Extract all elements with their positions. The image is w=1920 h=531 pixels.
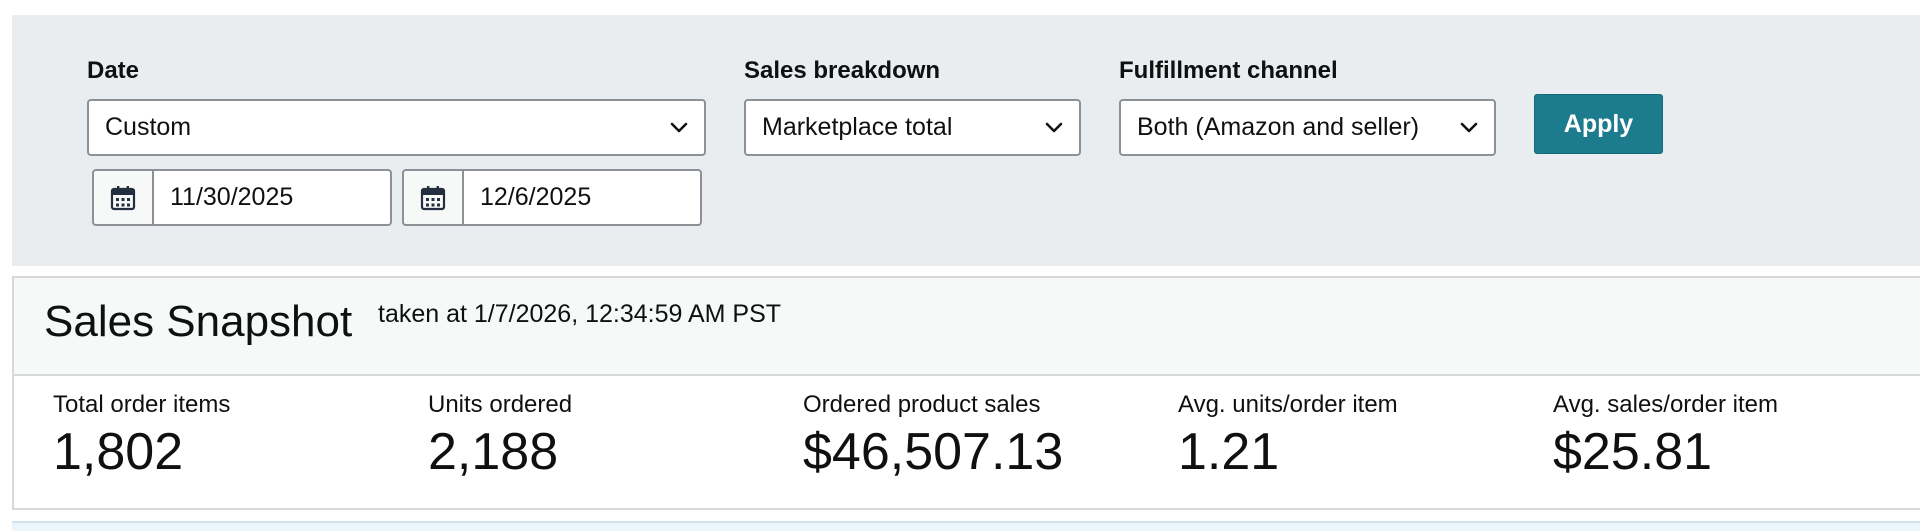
metric-units-ordered: Units ordered 2,188 <box>428 390 798 482</box>
metric-value: $25.81 <box>1553 423 1713 481</box>
metric-value: 1.21 <box>1178 423 1280 481</box>
metric-label: Ordered product sales <box>803 391 1041 418</box>
metric-label: Avg. sales/order item <box>1553 391 1778 418</box>
metric-value: 1,802 <box>53 423 184 481</box>
sales-breakdown-select[interactable]: Marketplace total <box>744 99 1081 156</box>
end-date-value: 12/6/2025 <box>480 183 592 211</box>
start-date-calendar-button[interactable] <box>94 171 154 224</box>
metric-ordered-product-sales: Ordered product sales $46,507.13 <box>803 390 1173 482</box>
page-title: Sales Snapshot <box>44 297 353 346</box>
fulfillment-channel-label: Fulfillment channel <box>1119 57 1338 84</box>
calendar-icon <box>420 185 446 210</box>
date-range-select[interactable]: Custom <box>87 99 706 156</box>
metric-label: Units ordered <box>428 391 573 418</box>
metric-avg-units-per-order-item: Avg. units/order item 1.21 <box>1178 390 1548 482</box>
sales-snapshot-card: Sales Snapshot taken at 1/7/2026, 12:34:… <box>12 276 1920 510</box>
metric-label: Avg. units/order item <box>1178 391 1398 418</box>
calendar-icon <box>110 185 136 210</box>
chevron-down-icon <box>670 122 688 132</box>
metric-total-order-items: Total order items 1,802 <box>53 390 423 482</box>
sales-breakdown-select-value: Marketplace total <box>762 113 953 141</box>
metric-value: 2,188 <box>428 423 559 481</box>
sales-snapshot-header: Sales Snapshot taken at 1/7/2026, 12:34:… <box>14 278 1920 376</box>
start-date-value: 11/30/2025 <box>170 183 294 211</box>
end-date-field[interactable]: 12/6/2025 <box>402 169 702 226</box>
apply-button[interactable]: Apply <box>1534 94 1663 154</box>
start-date-field[interactable]: 11/30/2025 <box>92 169 392 226</box>
metric-avg-sales-per-order-item: Avg. sales/order item $25.81 <box>1553 390 1920 482</box>
metric-value: $46,507.13 <box>803 423 1064 481</box>
snapshot-timestamp: taken at 1/7/2026, 12:34:59 AM PST <box>378 300 782 328</box>
date-range-select-value: Custom <box>105 113 192 141</box>
chevron-down-icon <box>1045 122 1063 132</box>
end-date-calendar-button[interactable] <box>404 171 464 224</box>
metric-label: Total order items <box>53 391 231 418</box>
fulfillment-channel-select-value: Both (Amazon and seller) <box>1137 113 1420 141</box>
sales-breakdown-label: Sales breakdown <box>744 57 941 84</box>
filter-panel: Date Custom 11/30/2025 <box>12 15 1920 266</box>
fulfillment-channel-select[interactable]: Both (Amazon and seller) <box>1119 99 1496 156</box>
chevron-down-icon <box>1460 122 1478 132</box>
date-label: Date <box>87 57 140 84</box>
next-section-edge <box>12 521 1920 531</box>
